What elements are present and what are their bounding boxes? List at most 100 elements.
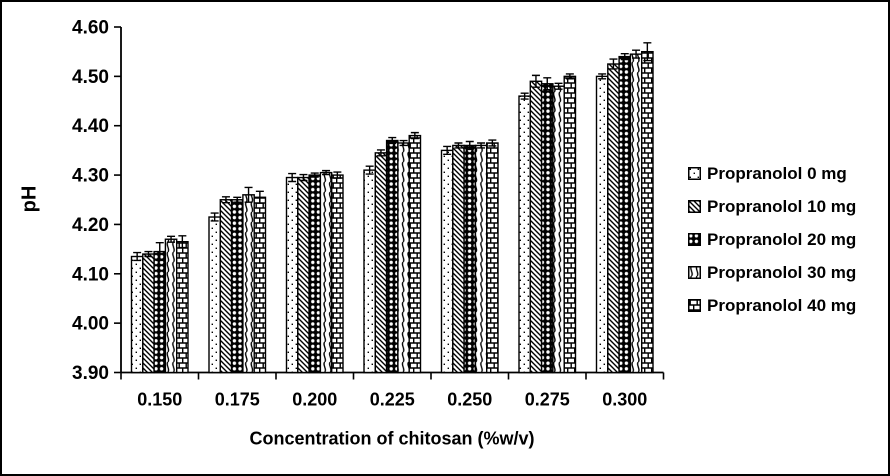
bar [142, 253, 155, 374]
error-bar [322, 169, 331, 176]
error-bar [376, 149, 385, 157]
legend-item: Propranolol 30 mg [688, 256, 856, 289]
bar [374, 152, 388, 374]
x-tick-label: 0.275 [525, 390, 570, 410]
error-bar [543, 77, 552, 91]
bar [175, 241, 189, 374]
error-bar [620, 52, 629, 61]
y-tick-label: 4.10 [72, 264, 109, 285]
error-bar [333, 171, 342, 179]
bar [297, 176, 310, 374]
error-bar [144, 250, 153, 258]
legend-label: Propranolol 20 mg [707, 229, 857, 249]
bar [607, 63, 620, 374]
legend-item: Propranolol 10 mg [688, 190, 856, 223]
error-bar [365, 165, 374, 175]
bar [518, 95, 532, 374]
error-bar [255, 190, 264, 204]
bar [563, 75, 577, 374]
error-bar [477, 142, 486, 149]
y-tick-label: 4.50 [72, 67, 109, 88]
y-tick-label: 3.90 [72, 363, 109, 384]
error-bar [133, 251, 142, 262]
y-tick-label: 4.40 [72, 116, 109, 137]
bar [219, 199, 233, 374]
error-bar [288, 172, 297, 183]
x-axis-title: Concentration of chitosan (%w/v) [249, 428, 535, 449]
error-bar [632, 49, 641, 59]
bar [474, 144, 488, 374]
bar [408, 134, 422, 374]
error-bar [520, 92, 529, 100]
error-bar [554, 82, 563, 90]
error-bar [167, 235, 176, 243]
bar [452, 144, 465, 374]
bar [253, 196, 267, 374]
x-tick-label: 0.225 [370, 390, 415, 410]
error-bar [155, 241, 164, 262]
x-tick-label: 0.150 [137, 390, 182, 410]
bar [285, 176, 299, 374]
legend-swatch-icon [688, 200, 701, 213]
legend-label: Propranolol 0 mg [707, 163, 847, 183]
bar [331, 174, 344, 374]
bar [385, 139, 399, 374]
y-tick-label: 4.00 [72, 314, 109, 335]
bar [486, 142, 499, 374]
bar [595, 75, 609, 374]
error-bar [531, 74, 540, 88]
error-bar [465, 140, 474, 151]
error-bar [565, 73, 574, 80]
legend: Propranolol 0 mg Propranolol 10 mg Propran… [688, 157, 856, 322]
bar [629, 53, 643, 374]
bar [552, 85, 565, 374]
y-tick-label: 4.20 [72, 215, 109, 236]
error-bar [410, 131, 419, 140]
error-bar [221, 196, 230, 204]
bar [463, 144, 477, 374]
legend-swatch-icon [688, 233, 701, 246]
bar [540, 83, 554, 374]
legend-item: Propranolol 0 mg [688, 157, 856, 190]
bar [208, 216, 222, 374]
x-tick-label: 0.175 [215, 390, 260, 410]
x-tick-label: 0.200 [292, 390, 337, 410]
bar [440, 149, 454, 374]
bar [319, 171, 333, 374]
error-bar [399, 139, 408, 147]
error-bar [178, 235, 187, 249]
error-bar [388, 136, 397, 145]
legend-swatch-icon [688, 299, 701, 312]
legend-label: Propranolol 30 mg [707, 262, 857, 282]
bar [242, 194, 255, 374]
bar [164, 238, 178, 374]
legend-swatch-icon [688, 167, 701, 180]
bar [130, 255, 144, 374]
error-bar [643, 42, 652, 62]
bar [618, 55, 632, 374]
error-bar [488, 139, 497, 147]
bar [230, 199, 244, 374]
y-tick-label: 4.60 [72, 18, 109, 39]
error-bar [244, 186, 253, 203]
error-bar [443, 145, 452, 156]
error-bar [299, 173, 308, 182]
y-axis-title: pH [18, 185, 41, 213]
bar [308, 174, 322, 374]
legend-label: Propranolol 40 mg [707, 295, 857, 315]
error-bar [454, 142, 463, 149]
bar [363, 169, 377, 374]
error-bar [210, 212, 219, 222]
y-tick-label: 4.30 [72, 166, 109, 187]
error-bar [310, 172, 319, 178]
legend-label: Propranolol 10 mg [707, 196, 857, 216]
legend-swatch-icon [688, 266, 701, 279]
bar [153, 250, 167, 374]
error-bar [233, 196, 242, 203]
x-tick-label: 0.300 [602, 390, 647, 410]
bar [641, 50, 654, 374]
error-bar [609, 58, 618, 70]
bar [529, 80, 543, 374]
